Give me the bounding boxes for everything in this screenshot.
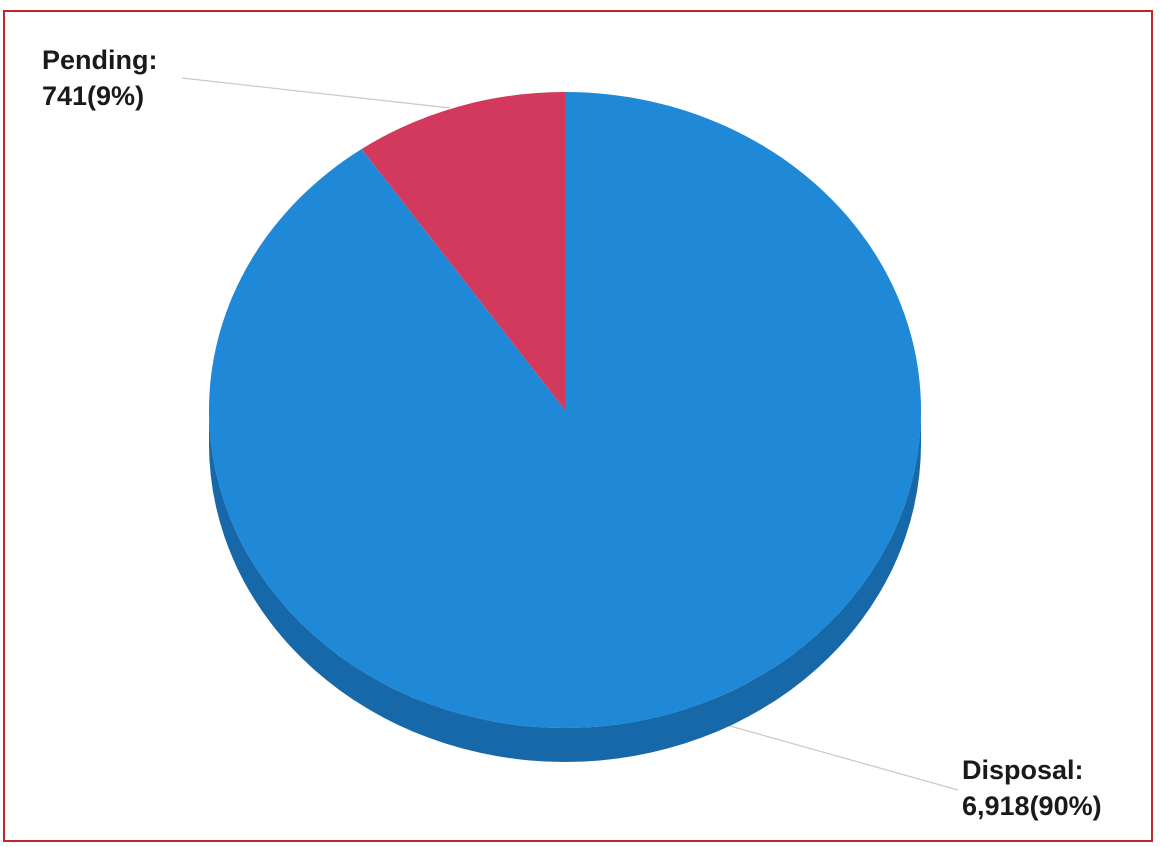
pie-slice-disposal (208, 92, 921, 728)
slice-value-disposal: 6,918(90%) (962, 791, 1102, 821)
leader-line-pending (181, 77, 451, 109)
slice-value-pending: 741(9%) (42, 81, 145, 111)
pie-top-face (208, 92, 921, 728)
slice-name-pending: Pending: (42, 45, 158, 75)
slice-label-pending: Pending: 741(9%) (42, 42, 158, 114)
pie-slice-pending (361, 92, 565, 410)
slice-name-disposal: Disposal: (962, 755, 1084, 785)
slice-label-disposal: Disposal: 6,918(90%) (962, 752, 1102, 824)
